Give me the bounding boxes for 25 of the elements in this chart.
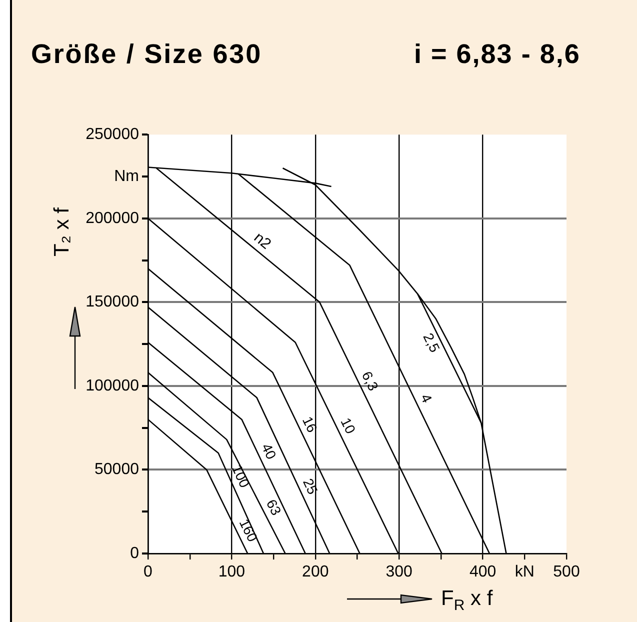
- x-tick-label: 400: [469, 564, 496, 581]
- x-tick-label: 100: [218, 564, 246, 581]
- y-tick-label: 50000: [94, 461, 140, 478]
- text: 10: [338, 415, 360, 436]
- text: 63: [263, 496, 285, 518]
- y-tick-label: 250000: [86, 126, 140, 144]
- x-tick-label: 300: [386, 564, 413, 581]
- chart-title: Größe / Size 630: [31, 39, 262, 69]
- text: 2,5: [420, 330, 444, 356]
- y-tick-label: 100000: [86, 377, 140, 394]
- x-tick-label: 0: [144, 564, 153, 581]
- y-tick-label: 150000: [86, 294, 140, 311]
- annotation: n2: [250, 229, 274, 253]
- y-tick-label: 0: [130, 544, 140, 562]
- text: 6,3: [358, 368, 382, 394]
- x-tick-label: 500: [553, 564, 580, 581]
- y-axis-title: T₂ x f: [50, 208, 74, 256]
- chart-subtitle: i = 6,83 - 8,6: [414, 39, 580, 69]
- y-tick-label: Nm: [114, 168, 139, 185]
- y-tick-label: 200000: [86, 210, 140, 227]
- x-tick-label: 200: [302, 564, 329, 581]
- text: 40: [258, 440, 280, 462]
- x-tick-label: kN: [514, 564, 534, 581]
- x-axis-title: F$_{R}$ x f: [441, 587, 493, 614]
- text: 4: [418, 391, 436, 406]
